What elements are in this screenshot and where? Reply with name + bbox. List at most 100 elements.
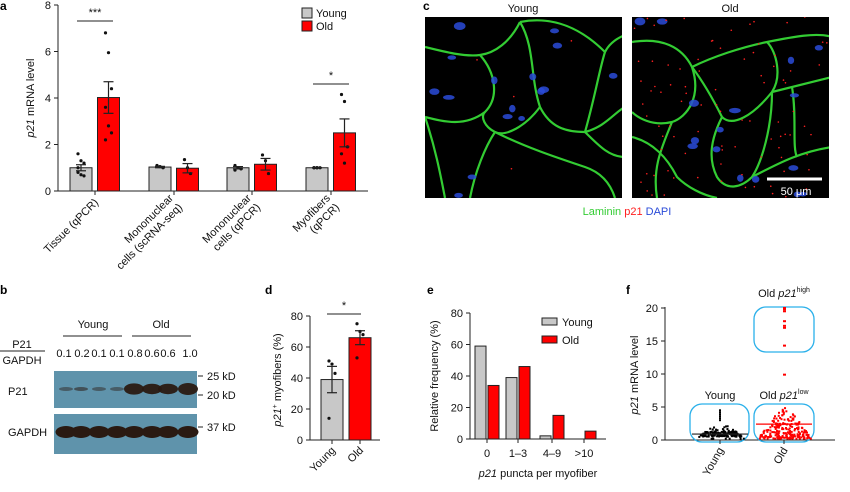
y-tick-label: 2 — [45, 140, 51, 152]
dapi-nucleus — [688, 99, 699, 107]
old-high-point — [783, 326, 786, 329]
old-cell-point — [766, 430, 769, 433]
laminin-membrane — [710, 91, 774, 188]
dapi-nucleus — [442, 95, 455, 100]
old-cell-point — [798, 436, 801, 439]
panel-a-chart: 0 2 4 6 8 Tissue (qPCR) Mononuclearcells (scRN… — [25, 0, 368, 272]
y-label-gene: p21 — [629, 396, 641, 415]
old-cell-point — [786, 437, 789, 440]
data-point — [79, 159, 83, 163]
p21-puncta — [658, 125, 660, 127]
dapi-nucleus — [552, 42, 563, 49]
p21-puncta — [780, 156, 783, 159]
x-tick-label: Mononuclearcells (scRNA-seq) — [105, 192, 185, 272]
p21-puncta — [789, 134, 791, 136]
dapi-nucleus — [751, 175, 760, 183]
young-cell-point — [739, 437, 742, 440]
p21-puncta — [685, 92, 688, 95]
old-cell-point — [781, 434, 784, 437]
y-tick-label: 10 — [646, 369, 658, 381]
old-cell-point — [790, 430, 793, 433]
y-label-rest: mRNA level — [25, 59, 37, 120]
micrograph-young — [425, 17, 622, 198]
legend-swatch-old — [301, 20, 313, 32]
y-tick-label: 15 — [646, 336, 658, 348]
young-cell-point — [719, 419, 721, 422]
young-cell-point — [731, 430, 734, 433]
young-cell-point — [703, 434, 706, 437]
laminin-membrane — [751, 146, 829, 178]
young-cell-point — [726, 428, 729, 431]
old-cell-point — [803, 437, 806, 440]
panel-d-chart: 0 20 40 60 80 Young Old * p21+ myofibers (%) — [272, 300, 380, 475]
old-cell-point — [774, 427, 777, 430]
y-axis-label: p21 mRNA level — [629, 336, 641, 416]
data-point — [355, 356, 359, 360]
old-cell-point — [809, 437, 812, 440]
old-cell-point — [792, 435, 795, 438]
y-tick-label: 40 — [291, 373, 303, 385]
p21-puncta — [770, 138, 772, 140]
p21-puncta — [785, 195, 787, 198]
young-cell-point — [710, 430, 713, 433]
p21-puncta — [786, 21, 788, 24]
label-sup: low — [798, 389, 809, 396]
old-cell-point — [778, 430, 781, 433]
old-cell-point — [791, 413, 794, 416]
y-tick-label: 0 — [457, 434, 463, 446]
p21-puncta — [753, 20, 755, 23]
old-cell-point — [778, 436, 781, 439]
y-tick-label: 5 — [652, 402, 658, 414]
x-tick-label: Old — [772, 446, 791, 467]
old-cell-point — [773, 417, 776, 420]
bar-young-2 — [226, 167, 250, 192]
dapi-nucleus — [798, 191, 807, 197]
laminin-membrane — [519, 19, 606, 53]
p21-puncta — [510, 167, 513, 170]
young-cell-point — [723, 426, 726, 429]
bar-old — [348, 337, 372, 441]
young-cell-point — [713, 426, 716, 429]
marker-label: 25 kD — [207, 371, 236, 383]
p21-puncta — [700, 104, 702, 106]
old-cell-point — [793, 433, 796, 436]
old-cell-point — [777, 414, 780, 417]
stain-legend: Laminin p21 DAPI — [583, 206, 672, 218]
p21-puncta — [743, 58, 746, 60]
young-cell-point — [724, 437, 727, 440]
p21-puncta — [734, 145, 736, 148]
young-cell-point — [742, 437, 745, 440]
legend-label-old: Old — [562, 335, 579, 347]
old-cell-point — [801, 427, 804, 430]
p21-puncta — [653, 24, 656, 27]
y-tick-label: 60 — [451, 340, 463, 352]
young-cell-point — [730, 434, 733, 437]
old-cell-point — [765, 429, 768, 432]
p21-puncta — [757, 43, 760, 45]
p21-puncta — [773, 65, 775, 68]
dapi-nucleus — [491, 76, 498, 85]
p21-puncta — [633, 27, 636, 30]
data-point — [355, 322, 359, 326]
x-tick-label: Tissue (qPCR) — [42, 197, 101, 256]
dapi-nucleus — [454, 192, 463, 198]
panel-label-a: a — [0, 0, 7, 13]
old-cell-point — [767, 436, 770, 439]
old-cell-point — [797, 430, 800, 433]
old-cell-point — [797, 428, 800, 431]
band-p21 — [92, 387, 106, 391]
p21-puncta — [749, 120, 751, 122]
p21-puncta — [654, 85, 656, 88]
old-cell-point — [774, 415, 777, 418]
dapi-nucleus — [518, 116, 525, 121]
old-cell-point — [762, 430, 765, 433]
old-cell-point — [798, 435, 801, 438]
bar-young-2 — [539, 435, 552, 440]
old-cell-point — [783, 418, 786, 421]
old-cell-point — [763, 429, 766, 432]
y-tick-label: 80 — [291, 311, 303, 323]
old-cell-point — [797, 426, 800, 429]
p21-puncta — [771, 192, 774, 195]
laminin-membrane — [584, 131, 622, 158]
old-cell-point — [788, 436, 791, 439]
